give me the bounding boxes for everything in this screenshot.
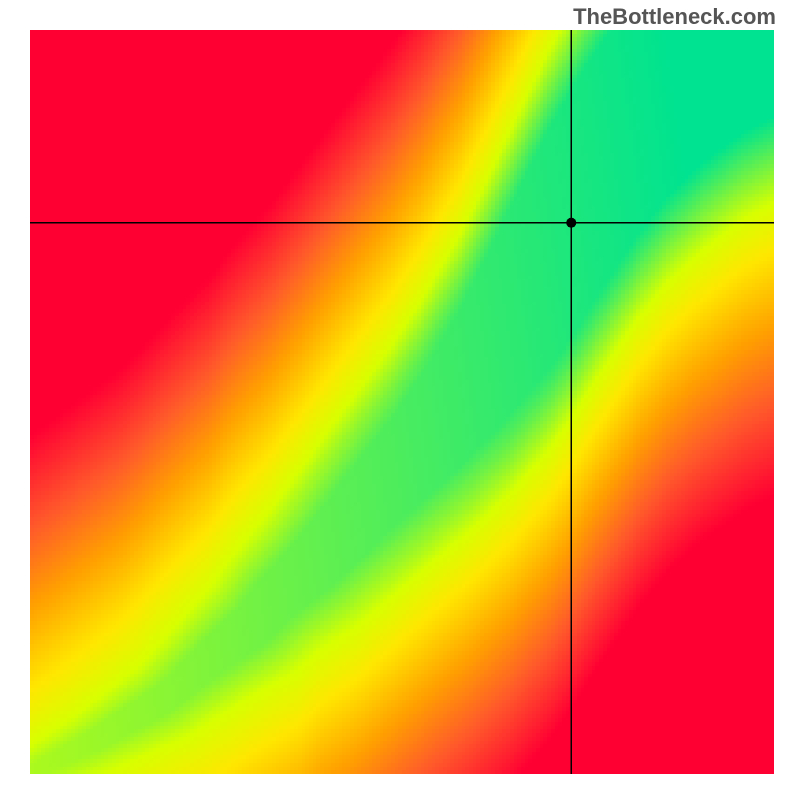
- bottleneck-heatmap: [0, 0, 800, 800]
- watermark-text: TheBottleneck.com: [573, 4, 776, 30]
- chart-container: TheBottleneck.com: [0, 0, 800, 800]
